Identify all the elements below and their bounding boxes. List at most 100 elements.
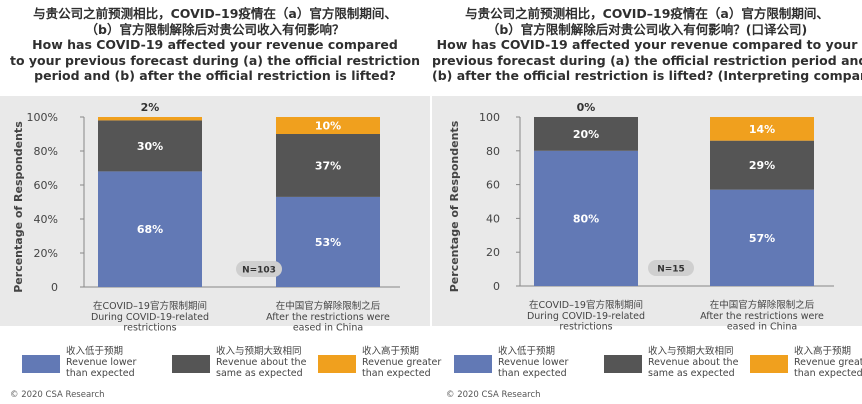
chart-panel-left: 与贵公司之前预测相比，COVID–19疫情在（a）官方限制期间、 （b）官方限制… bbox=[0, 0, 441, 404]
y-tick-label: 20% bbox=[34, 247, 58, 260]
title-en-line-2: to your previous forecast during (a) the… bbox=[9, 52, 421, 68]
chart-legend: 收入低于预期 Revenue lower than expected 收入与预期大致相… bbox=[0, 346, 441, 386]
bar-segment-same bbox=[98, 120, 202, 172]
legend-label: 收入低于预期 Revenue lower than expected bbox=[498, 346, 618, 379]
legend-label-line: Revenue lower bbox=[66, 357, 137, 368]
copyright: © 2020 CSA Research bbox=[446, 390, 541, 400]
legend-label-line: Revenue greater bbox=[794, 357, 862, 368]
y-tick-label: 100% bbox=[27, 111, 58, 124]
category-label-zh: 在中国官方解除限制之后 bbox=[710, 299, 815, 311]
data-label: 20% bbox=[573, 128, 599, 141]
chart-title: 与贵公司之前预测相比，COVID–19疫情在（a）官方限制期间、 （b）官方限制… bbox=[432, 6, 862, 84]
legend-swatch bbox=[172, 355, 210, 373]
sample-size-label: N=103 bbox=[242, 266, 276, 276]
title-en-line-1: How has COVID-19 affected your revenue c… bbox=[32, 37, 398, 52]
legend-label-line: Revenue about the bbox=[216, 357, 307, 368]
y-tick-label: 60 bbox=[486, 179, 500, 192]
data-label: 53% bbox=[315, 236, 341, 249]
bar-segment-same bbox=[710, 140, 814, 190]
title-zh-line-2: （b）官方限制解除后对贵公司收入有何影响？ bbox=[85, 21, 345, 37]
legend-label-line: 收入低于预期 bbox=[498, 346, 556, 357]
data-label: 37% bbox=[315, 159, 341, 172]
legend-swatch bbox=[22, 355, 60, 373]
legend-label-line: 收入与预期大致相同 bbox=[216, 346, 302, 357]
data-label: 29% bbox=[749, 159, 775, 172]
data-label: 80% bbox=[573, 212, 599, 225]
y-tick-label: 100 bbox=[479, 111, 500, 124]
category-label-en: restrictions bbox=[559, 322, 612, 333]
bar-segment-greater bbox=[276, 117, 380, 134]
data-label: 57% bbox=[749, 232, 775, 245]
bar-segment-lower bbox=[276, 196, 380, 287]
legend-swatch bbox=[750, 355, 788, 373]
category-label-zh: 在COVID–19官方限制期间 bbox=[529, 299, 643, 311]
legend-label: 收入低于预期 Revenue lower than expected bbox=[66, 346, 186, 379]
category-label-en: After the restrictions were bbox=[266, 312, 390, 323]
title-en-line-2: previous forecast during (a) the officia… bbox=[432, 52, 862, 68]
bar-segment-same bbox=[534, 117, 638, 151]
legend-label-line: than expected bbox=[498, 368, 567, 379]
title-zh-line-1: 与贵公司之前预测相比，COVID–19疫情在（a）官方限制期间、 bbox=[465, 6, 829, 21]
copyright: © 2020 CSA Research bbox=[10, 390, 105, 400]
category-label-en: restrictions bbox=[123, 323, 176, 334]
legend-swatch bbox=[454, 355, 492, 373]
sample-size-badge bbox=[236, 261, 282, 277]
data-label: 0% bbox=[577, 101, 596, 114]
title-zh-line-2: （b）官方限制解除后对贵公司收入有何影响？(口译公司) bbox=[486, 21, 808, 37]
legend-label-line: same as expected bbox=[216, 368, 303, 379]
stacked-bar-chart: 0 20% 40% 60% 80% 100%Percentage of Responden… bbox=[12, 101, 400, 334]
y-tick-label: 40 bbox=[486, 212, 500, 225]
y-tick-label: 0 bbox=[51, 281, 58, 294]
legend-swatch bbox=[604, 355, 642, 373]
category-label-zh: 在COVID–19官方限制期间 bbox=[93, 300, 207, 312]
y-axis-label: Percentage of Respondents bbox=[12, 121, 25, 293]
sample-size-label: N=15 bbox=[657, 265, 685, 275]
legend-label: 收入与预期大致相同 Revenue about the same as expect… bbox=[648, 346, 768, 379]
data-label: 30% bbox=[137, 140, 163, 153]
y-tick-label: 40% bbox=[34, 213, 58, 226]
legend-label-line: Revenue lower bbox=[498, 357, 569, 368]
legend-label-line: 收入高于预期 bbox=[794, 346, 852, 357]
bar-segment-same bbox=[276, 134, 380, 197]
data-label: 68% bbox=[137, 223, 163, 236]
legend-label-line: 收入与预期大致相同 bbox=[648, 346, 734, 357]
category-label-en: eased in China bbox=[293, 323, 363, 334]
chart-panel-right: 与贵公司之前预测相比，COVID–19疫情在（a）官方限制期间、 （b）官方限制… bbox=[432, 0, 862, 404]
category-label-zh: 在中国官方解除限制之后 bbox=[276, 300, 381, 312]
title-en-line-3: period and (b) after the official restri… bbox=[34, 68, 396, 83]
legend-label-line: Revenue about the bbox=[648, 357, 739, 368]
legend-label-line: than expected bbox=[794, 368, 862, 379]
y-tick-label: 0 bbox=[493, 280, 500, 293]
legend-label: 收入与预期大致相同 Revenue about the same as expect… bbox=[216, 346, 336, 379]
category-label-en: eased in China bbox=[727, 322, 797, 333]
category-label-en: During COVID-19-related bbox=[91, 312, 209, 323]
title-en-line-3: (b) after the official restriction is li… bbox=[432, 68, 862, 83]
title-en-line-1: How has COVID-19 affected your revenue c… bbox=[436, 37, 858, 52]
legend-label-line: same as expected bbox=[648, 368, 735, 379]
legend-label-line: 收入低于预期 bbox=[66, 346, 124, 357]
y-tick-label: 20 bbox=[486, 246, 500, 259]
data-label: 2% bbox=[141, 101, 160, 114]
bar-segment-lower bbox=[98, 171, 202, 287]
y-axis-label: Percentage of Respondents bbox=[448, 120, 461, 292]
data-label: 14% bbox=[749, 123, 775, 136]
y-tick-label: 60% bbox=[34, 179, 58, 192]
category-label-en: After the restrictions were bbox=[700, 311, 824, 322]
chart-title: 与贵公司之前预测相比，COVID–19疫情在（a）官方限制期间、 （b）官方限制… bbox=[0, 6, 430, 84]
data-label: 10% bbox=[315, 120, 341, 133]
bar-segment-lower bbox=[710, 189, 814, 286]
bar-segment-greater bbox=[710, 117, 814, 141]
title-zh-line-1: 与贵公司之前预测相比，COVID–19疫情在（a）官方限制期间、 bbox=[33, 6, 397, 21]
y-tick-label: 80 bbox=[486, 145, 500, 158]
stacked-bar-chart: 0 20 40 60 80 100 Percentage of Respondents 80%… bbox=[448, 101, 834, 333]
y-tick-label: 80% bbox=[34, 145, 58, 158]
bar-segment-lower bbox=[534, 150, 638, 286]
legend-label-line: 收入高于预期 bbox=[362, 346, 420, 357]
legend-label-line: than expected bbox=[66, 368, 135, 379]
legend-label-line: Revenue greater bbox=[362, 357, 442, 368]
sample-size-badge bbox=[648, 260, 694, 276]
category-label-en: During COVID-19-related bbox=[527, 311, 645, 322]
legend-swatch bbox=[318, 355, 356, 373]
